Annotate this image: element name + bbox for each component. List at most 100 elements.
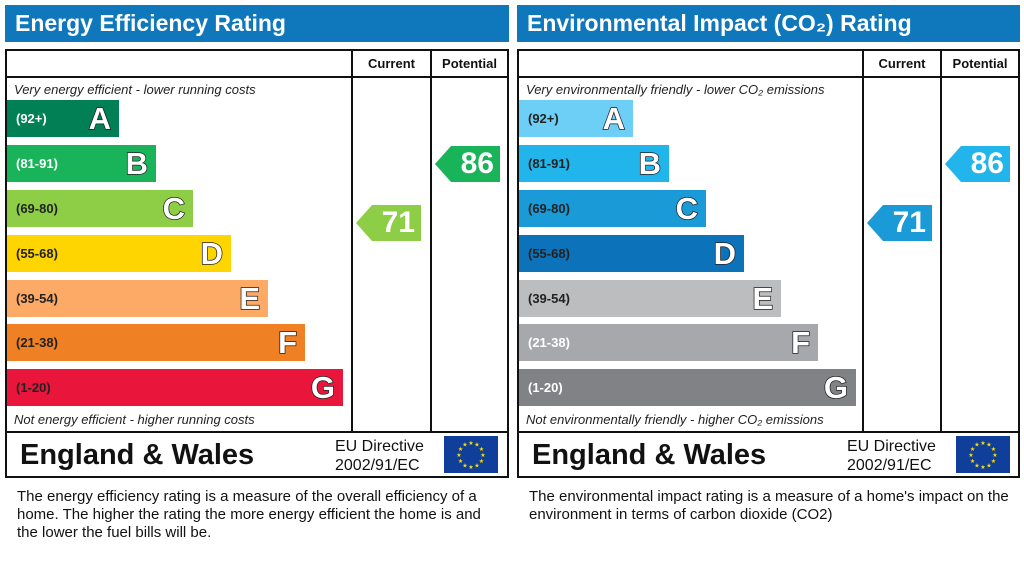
potential-rating-value: 86 [970,147,1004,180]
band-bar-a: (92+) A [519,100,633,137]
svg-text:★: ★ [991,458,996,465]
top-note: Very energy efficient - lower running co… [14,82,256,97]
region-label: England & Wales [532,439,767,471]
band-letter: F [277,324,297,361]
rating-frame [517,49,1020,478]
band-letter: C [675,190,699,227]
band-letter: G [823,369,849,406]
band-range: (69-80) [16,201,58,216]
svg-text:★: ★ [986,442,991,449]
potential-rating-value: 86 [460,147,494,180]
band-bar-g: (1-20) G [7,369,343,406]
current-rating-arrow: 71 [867,205,932,241]
divider [862,49,864,433]
band-range: (21-38) [16,335,58,350]
svg-text:★: ★ [462,462,467,469]
arrow-shape [435,146,500,182]
current-rating-value: 71 [892,206,926,239]
band-bar-d: (55-68) D [519,235,744,272]
band-letter: B [638,145,662,182]
band-range: (81-91) [528,156,570,171]
svg-text:★: ★ [968,452,973,459]
description: The energy efficiency rating is a measur… [17,488,481,541]
divider [5,76,509,78]
band-letter: A [88,100,112,137]
band-bar-b: (81-91) B [519,145,669,182]
band-range: (81-91) [16,156,58,171]
band-bar-f: (21-38) F [519,324,818,361]
band-range: (92+) [528,111,559,126]
svg-text:★: ★ [468,464,473,471]
svg-text:★: ★ [980,464,985,471]
divider [430,49,432,433]
column-header-potential: Potential [952,56,1008,71]
band-range: (39-54) [16,291,58,306]
chart-title: Energy Efficiency Rating [5,5,509,42]
band-letter: E [752,280,774,317]
divider [351,49,353,433]
svg-text:★: ★ [986,462,991,469]
band-range: (21-38) [528,335,570,350]
arrow-shape [867,205,932,241]
top-note: Very environmentally friendly - lower CO… [526,82,825,97]
potential-rating-arrow: 86 [435,146,500,182]
bottom-note: Not energy efficient - higher running co… [14,412,255,427]
band-letter: E [239,280,261,317]
svg-text:★: ★ [974,442,979,449]
band-range: (55-68) [528,246,570,261]
band-bar-a: (92+) A [7,100,119,137]
svg-text:★: ★ [474,462,479,469]
band-bar-e: (39-54) E [7,280,268,317]
svg-text:★: ★ [479,446,484,453]
eu-flag-icon: ★ ★ ★ ★ ★ ★ ★ ★ ★ ★ ★ ★ [444,436,498,473]
band-letter: D [713,235,737,272]
band-range: (55-68) [16,246,58,261]
bottom-note: Not environmentally friendly - higher CO… [526,412,824,427]
band-bar-d: (55-68) D [7,235,231,272]
directive-line-2: 2002/91/EC [847,457,932,474]
svg-text:★: ★ [991,446,996,453]
potential-rating-arrow: 86 [945,146,1010,182]
band-bar-c: (69-80) C [519,190,706,227]
current-rating-arrow: 71 [356,205,421,241]
region-label: England & Wales [20,439,255,471]
column-header-potential: Potential [442,56,497,71]
band-letter: D [200,235,224,272]
eu-flag-icon: ★ ★ ★ ★ ★ ★ ★ ★ ★ ★ ★ ★ [956,436,1010,473]
band-letter: F [790,324,810,361]
band-letter: A [602,100,626,137]
svg-text:★: ★ [462,442,467,449]
divider [5,431,509,433]
svg-text:★: ★ [480,452,485,459]
band-letter: B [125,145,149,182]
band-range: (39-54) [528,291,570,306]
svg-text:★: ★ [458,458,463,465]
svg-text:★: ★ [468,440,473,447]
svg-text:★: ★ [974,462,979,469]
description: The environmental impact rating is a mea… [529,488,1009,523]
band-letter: G [310,369,336,406]
directive-line-1: EU Directive [847,438,936,455]
chart-title: Environmental Impact (CO₂) Rating [517,5,1020,42]
band-bar-f: (21-38) F [7,324,305,361]
divider [517,431,1020,433]
band-range: (1-20) [16,380,51,395]
divider [517,76,1020,78]
svg-text:★: ★ [980,440,985,447]
band-range: (92+) [16,111,47,126]
rating-frame [5,49,509,478]
current-rating-value: 71 [381,206,415,239]
directive-line-2: 2002/91/EC [335,457,420,474]
band-bar-g: (1-20) G [519,369,856,406]
svg-text:★: ★ [992,452,997,459]
arrow-shape [356,205,421,241]
divider [940,49,942,433]
column-header-current: Current [368,56,415,71]
svg-text:★: ★ [970,458,975,465]
band-range: (69-80) [528,201,570,216]
band-bar-c: (69-80) C [7,190,193,227]
column-header-current: Current [878,56,926,71]
directive-line-1: EU Directive [335,438,424,455]
svg-text:★: ★ [474,442,479,449]
band-bar-e: (39-54) E [519,280,781,317]
